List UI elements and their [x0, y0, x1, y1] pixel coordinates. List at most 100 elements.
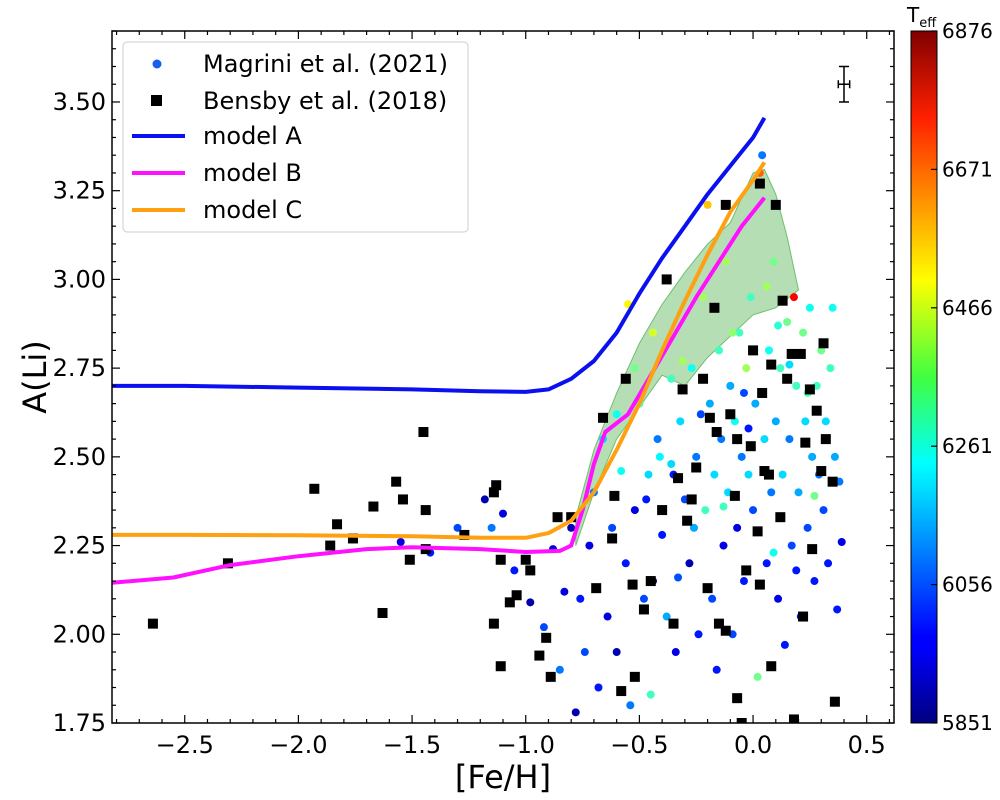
- bensby-point: [745, 441, 756, 452]
- bensby-point: [763, 469, 774, 480]
- magrini-point: [653, 435, 662, 444]
- plot-area: −2.5 −2.0 −1.5 −1.0 −0.5 0.0 0.5 1.75 2.00 2.25 2…: [53, 30, 895, 759]
- bensby-point: [729, 490, 740, 501]
- bensby-point: [800, 437, 811, 448]
- bensby-point: [598, 412, 609, 423]
- magrini-point: [560, 587, 569, 596]
- bensby-point: [566, 512, 577, 523]
- magrini-point: [730, 417, 739, 426]
- bensby-point: [607, 533, 618, 544]
- magrini-point: [594, 683, 603, 692]
- bensby-point: [741, 565, 752, 576]
- magrini-point: [612, 410, 621, 419]
- legend-model-c-label: model C: [203, 196, 302, 224]
- magrini-point: [762, 559, 771, 568]
- legend: Magrini et al. (2021) Bensby et al. (201…: [122, 41, 469, 233]
- error-bar: [837, 65, 851, 103]
- magrini-point: [626, 701, 635, 710]
- bensby-point: [488, 618, 499, 629]
- magrini-point: [644, 470, 653, 479]
- bensby-point: [827, 476, 838, 487]
- bensby-point: [377, 607, 388, 618]
- magrini-point: [824, 559, 833, 568]
- bensby-point: [818, 338, 829, 349]
- bensby-scatter-group: [147, 178, 840, 723]
- y-tick-label: 3.50: [53, 88, 106, 116]
- bensby-point: [795, 348, 806, 359]
- y-axis-label: A(Li): [16, 340, 54, 414]
- bensby-point: [520, 554, 531, 565]
- bensby-point: [829, 696, 840, 707]
- magrini-point: [671, 648, 680, 657]
- bensby-point: [545, 671, 556, 682]
- bensby-point: [591, 583, 602, 594]
- magrini-point: [621, 559, 630, 568]
- magrini-point: [567, 523, 576, 532]
- y-axis-ticks: 1.75 2.00 2.25 2.50 2.75 3.00 3.25 3.50: [53, 30, 894, 737]
- colorbar-gradient: [910, 30, 938, 724]
- magrini-point: [746, 293, 755, 302]
- y-tick-label: 3.00: [53, 265, 106, 293]
- magrini-point: [810, 491, 819, 500]
- magrini-point: [801, 417, 810, 426]
- magrini-point: [826, 364, 835, 373]
- magrini-point: [612, 648, 621, 657]
- magrini-point: [703, 200, 712, 209]
- magrini-point: [692, 452, 701, 461]
- magrini-point: [712, 665, 721, 674]
- bensby-point: [418, 427, 429, 438]
- bensby-point: [702, 583, 713, 594]
- bensby-point: [686, 494, 697, 505]
- magrini-point: [603, 612, 612, 621]
- magrini-point: [767, 488, 776, 497]
- magrini-point: [676, 417, 685, 426]
- colorbar-tick-label: 6056: [942, 573, 993, 597]
- bensby-point: [748, 345, 759, 356]
- bensby-point: [391, 476, 402, 487]
- magrini-point: [780, 640, 789, 649]
- magrini-point: [701, 506, 710, 515]
- bensby-point: [766, 661, 777, 672]
- magrini-point: [794, 488, 803, 497]
- bensby-point: [786, 348, 797, 359]
- magrini-point: [728, 328, 737, 337]
- magrini-point: [555, 665, 564, 674]
- colorbar-title-sub: eff: [919, 16, 937, 31]
- bensby-point: [754, 579, 765, 590]
- bensby-point: [798, 611, 809, 622]
- magrini-point: [737, 452, 746, 461]
- magrini-point: [758, 151, 767, 160]
- legend-magrini-label: Magrini et al. (2021): [203, 50, 448, 78]
- colorbar-title: Teff: [906, 3, 937, 31]
- colorbar-tick-label: 6671: [942, 157, 993, 181]
- magrini-point: [774, 594, 783, 603]
- magrini-point: [744, 470, 753, 479]
- magrini-point: [776, 364, 785, 373]
- magrini-point: [526, 598, 535, 607]
- bensby-point: [691, 462, 702, 473]
- magrini-point: [833, 605, 842, 614]
- x-tick-label: 0.0: [734, 731, 772, 759]
- magrini-point: [719, 502, 728, 511]
- magrini-point: [646, 690, 655, 699]
- magrini-point: [789, 293, 798, 302]
- magrini-point: [710, 470, 719, 479]
- magrini-point: [630, 506, 639, 515]
- bensby-point: [222, 558, 233, 569]
- colorbar-tick-label: 6261: [942, 434, 993, 458]
- bensby-point: [404, 554, 415, 565]
- magrini-point: [739, 577, 748, 586]
- magrini-point: [662, 612, 671, 621]
- magrini-point: [744, 424, 753, 433]
- x-tick-label: −1.0: [497, 731, 555, 759]
- bensby-point: [777, 295, 788, 306]
- magrini-point: [642, 495, 651, 504]
- bensby-point: [711, 427, 722, 438]
- magrini-point: [499, 509, 507, 518]
- magrini-point: [787, 541, 796, 550]
- model-lines-group: [112, 116, 767, 585]
- model-b-line: [112, 196, 766, 585]
- magrini-point: [810, 577, 819, 586]
- magrini-point: [726, 381, 735, 390]
- magrini-point: [733, 523, 742, 532]
